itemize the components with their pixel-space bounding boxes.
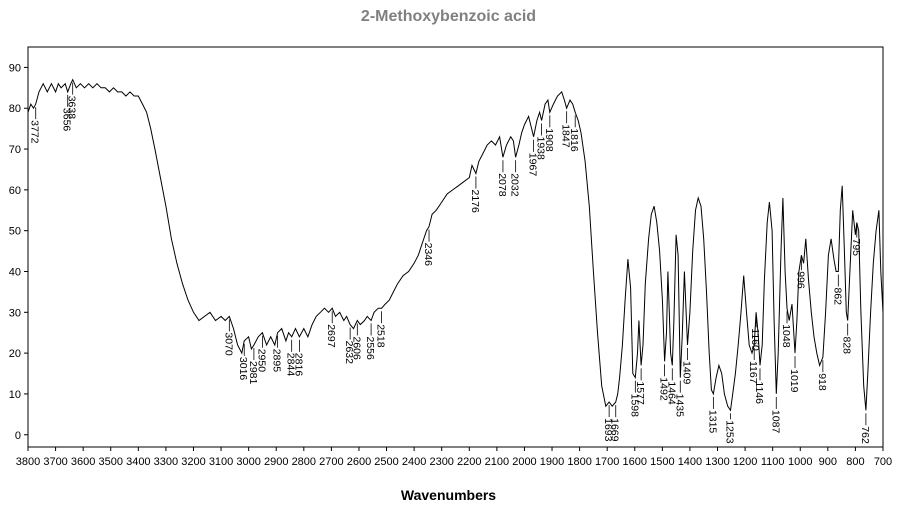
y-tick-label: 80	[9, 103, 21, 115]
y-tick-label: 50	[9, 226, 21, 238]
x-tick-label: 2000	[512, 456, 536, 468]
peak-label: 2632	[343, 341, 355, 365]
peak-label: 1048	[780, 324, 792, 348]
peak-label: 1908	[543, 128, 555, 152]
y-tick-label: 90	[9, 62, 21, 74]
x-tick-label: 1300	[705, 456, 729, 468]
peak-label: 828	[841, 337, 853, 355]
y-tick-label: 20	[9, 348, 21, 360]
peak-label: 1847	[560, 124, 572, 148]
y-tick-label: 30	[9, 307, 21, 319]
y-tick-label: 10	[9, 389, 21, 401]
x-tick-label: 1500	[650, 456, 674, 468]
x-tick-label: 2400	[402, 456, 426, 468]
x-axis-title: Wavenumbers	[400, 487, 497, 503]
x-tick-label: 1900	[540, 456, 564, 468]
peak-label: 1087	[769, 410, 781, 434]
peak-label: 2556	[364, 337, 376, 361]
chart-title: 2-Methoxybenzoic acid	[360, 8, 537, 25]
peak-label: 2606	[350, 337, 362, 361]
peak-label: 1315	[706, 410, 718, 434]
peak-label: 3070	[222, 332, 234, 356]
peak-label: 1167	[747, 361, 759, 384]
x-tick-label: 2200	[457, 456, 481, 468]
peak-label: 862	[831, 288, 843, 306]
peak-label: 3016	[237, 357, 249, 381]
y-tick-label: 60	[9, 185, 21, 197]
peak-label: 1669	[609, 418, 621, 442]
peak-label: 918	[816, 373, 828, 391]
y-tick-label: 0	[15, 430, 21, 442]
x-tick-label: 3300	[154, 456, 178, 468]
x-tick-label: 3500	[98, 456, 122, 468]
peak-label: 795	[850, 239, 862, 257]
peak-label: 2518	[375, 324, 387, 348]
x-tick-label: 2500	[374, 456, 398, 468]
y-tick-label: 70	[9, 144, 21, 156]
peak-label: 996	[794, 271, 806, 289]
x-tick-label: 2800	[292, 456, 316, 468]
peak-label: 762	[859, 426, 871, 444]
peak-label: 1253	[724, 420, 736, 444]
series-group	[27, 78, 884, 412]
peak-label: 3638	[66, 96, 78, 120]
x-tick-label: 2300	[429, 456, 453, 468]
x-tick-label: 2900	[264, 456, 288, 468]
x-tick-label: 800	[846, 456, 864, 468]
x-tick-label: 2100	[485, 456, 509, 468]
peak-label: 2844	[285, 353, 297, 377]
x-tick-label: 3400	[126, 456, 150, 468]
x-tick-label: 3200	[181, 456, 205, 468]
peak-label: 2895	[271, 349, 283, 373]
peak-label: 2816	[292, 353, 304, 377]
peak-label: 1492	[658, 377, 670, 401]
x-tick-label: 2600	[347, 456, 371, 468]
x-tick-label: 1100	[761, 456, 785, 468]
x-tick-label: 1000	[788, 456, 812, 468]
peak-label: 1816	[568, 128, 580, 152]
x-tick-label: 1700	[595, 456, 619, 468]
x-tick-label: 3600	[71, 456, 95, 468]
peak-label: 1409	[681, 361, 693, 385]
peak-label: 2950	[255, 349, 267, 373]
peak-label: 2032	[509, 173, 521, 197]
x-tick-label: 700	[874, 456, 892, 468]
peak-label: 1598	[628, 394, 640, 418]
x-tick-label: 1600	[623, 456, 647, 468]
plot-area-frame	[27, 46, 884, 448]
y-axis: 0 10 20 30 40 50 60 70 80 90	[9, 62, 28, 442]
peak-label: 1693	[602, 418, 614, 442]
peak-label: 1160	[749, 328, 761, 351]
peak-label: 2346	[422, 243, 434, 267]
peak-label: 2981	[247, 361, 259, 385]
x-tick-label: 1800	[567, 456, 591, 468]
peak-label: 1938	[535, 137, 547, 161]
y-tick-label: 40	[9, 266, 21, 278]
peak-label: 1967	[527, 153, 539, 177]
x-tick-label: 1400	[678, 456, 702, 468]
peak-label: 2176	[469, 190, 481, 214]
spectrum-line	[27, 78, 884, 412]
peak-label: 3656	[61, 108, 73, 132]
peak-label: 1435	[673, 394, 685, 418]
x-tick-label: 3800	[16, 456, 40, 468]
peak-label: 1019	[788, 369, 800, 393]
peak-label: 2078	[496, 173, 508, 197]
x-tick-label: 3700	[43, 456, 67, 468]
x-axis: 3800 3700 3600 3500 3400 3300 3200 3100 3000 2900…	[16, 447, 892, 468]
x-tick-label: 2700	[319, 456, 343, 468]
x-tick-label: 3000	[236, 456, 260, 468]
x-tick-label: 3100	[209, 456, 233, 468]
peak-label: 1464	[665, 381, 677, 405]
peak-label: 1146	[753, 381, 765, 404]
x-tick-label: 900	[819, 456, 837, 468]
peak-label: 2697	[325, 324, 337, 348]
peak-label: 1577	[634, 381, 646, 405]
peak-label: 3772	[29, 120, 41, 144]
x-tick-label: 1200	[733, 456, 757, 468]
